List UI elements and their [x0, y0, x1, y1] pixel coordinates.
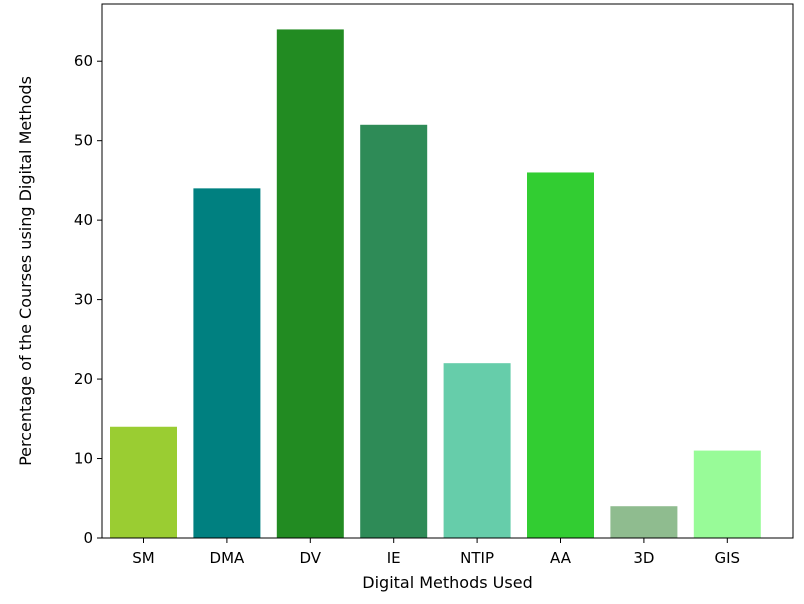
y-tick-label: 30 — [74, 291, 93, 309]
x-tick-label: GIS — [715, 549, 741, 567]
y-tick-label: 40 — [74, 211, 93, 229]
x-axis-ticks: SM DMA DV IE NTIP AA 3D GIS — [132, 538, 740, 567]
bar-ntip — [443, 363, 511, 538]
bar-3d — [610, 506, 678, 538]
x-tick-label: DMA — [210, 549, 245, 567]
x-tick-label: AA — [550, 549, 572, 567]
bar-dv — [276, 29, 344, 539]
x-tick-label: IE — [387, 549, 401, 567]
bar-aa — [527, 172, 594, 538]
bar-ie — [360, 124, 428, 539]
y-tick-label: 60 — [74, 52, 93, 70]
x-axis-label: Digital Methods Used — [362, 573, 532, 592]
x-tick-label: 3D — [633, 549, 654, 567]
y-axis-label: Percentage of the Courses using Digital … — [16, 76, 35, 466]
bars-group — [110, 29, 761, 539]
y-tick-label: 50 — [74, 132, 93, 150]
y-tick-label: 0 — [83, 529, 93, 547]
bar-sm — [110, 426, 177, 538]
bar-gis — [693, 450, 761, 538]
bar-dma — [193, 188, 261, 538]
plot-frame — [101, 3, 794, 539]
y-axis-ticks: 0 10 20 30 40 50 60 — [74, 52, 102, 547]
y-tick-label: 10 — [74, 450, 93, 468]
x-tick-label: DV — [300, 549, 322, 567]
y-tick-label: 20 — [74, 370, 93, 388]
x-tick-label: SM — [132, 549, 154, 567]
x-tick-label: NTIP — [460, 549, 494, 567]
